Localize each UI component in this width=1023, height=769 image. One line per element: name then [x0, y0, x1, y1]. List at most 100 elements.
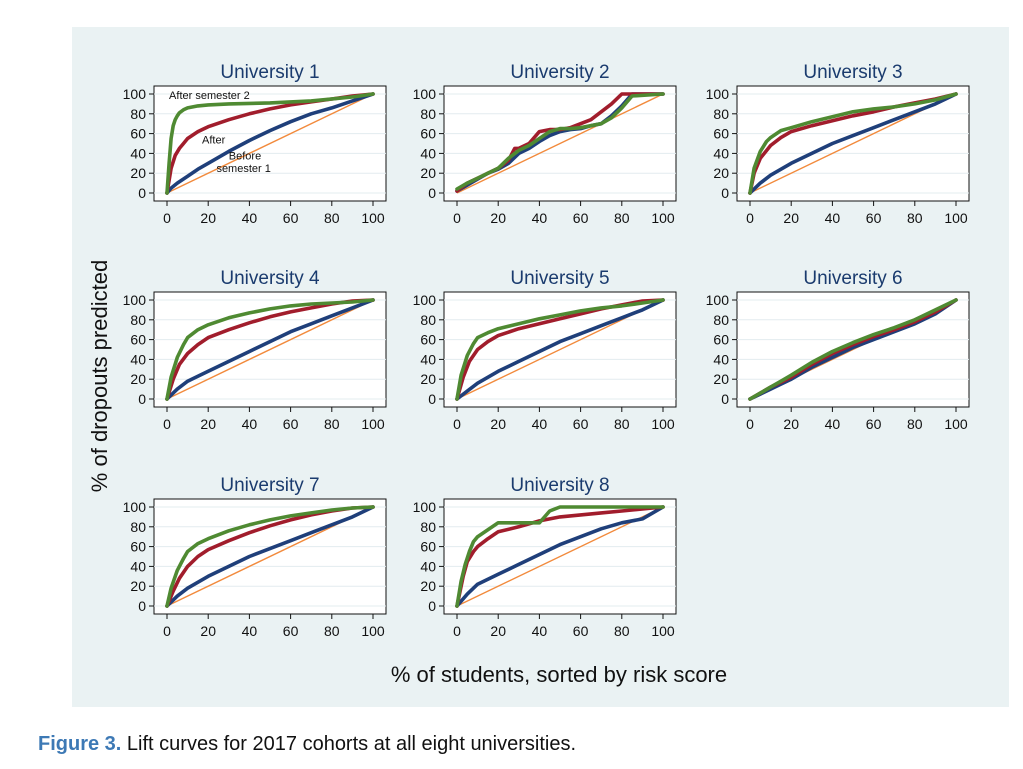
y-tick-label: 80 [713, 312, 729, 328]
x-tick-label: 60 [573, 623, 589, 639]
x-tick-label: 60 [866, 416, 882, 432]
y-tick-label: 60 [713, 126, 729, 142]
x-tick-label: 100 [361, 416, 385, 432]
x-tick-label: 100 [944, 210, 968, 226]
y-tick-label: 0 [428, 185, 436, 201]
y-tick-label: 80 [130, 106, 146, 122]
x-tick-label: 0 [163, 210, 171, 226]
x-tick-label: 20 [490, 416, 506, 432]
x-tick-label: 0 [746, 210, 754, 226]
panel-title: University 8 [510, 475, 609, 496]
x-tick-label: 20 [783, 210, 799, 226]
baseline-diagonal [456, 93, 664, 194]
y-tick-label: 60 [130, 539, 146, 555]
panel-university-7: University 7 0 20 40 60 80 100 0 20 40 60 80 100 [123, 475, 387, 639]
baseline-diagonal [456, 506, 664, 607]
series-before-semester-1 [165, 298, 375, 401]
series-before-semester-1 [165, 92, 375, 195]
y-tick-label: 80 [420, 519, 436, 535]
x-tick-label: 0 [453, 416, 461, 432]
annotation-after-semester-2: After semester 2 [169, 90, 250, 102]
y-tick-label: 80 [713, 106, 729, 122]
x-tick-label: 40 [825, 210, 841, 226]
panel-university-1: University 1 0 20 40 60 80 100 0 20 40 60 80 100 Afte… [123, 62, 387, 226]
y-tick-label: 0 [138, 391, 146, 407]
figure-panel: University 1 0 20 40 60 80 100 0 20 40 60 80 100 Afte… [72, 27, 1009, 707]
x-tick-label: 40 [825, 416, 841, 432]
x-tick-label: 40 [242, 623, 258, 639]
x-tick-label: 100 [944, 416, 968, 432]
y-tick-label: 80 [130, 312, 146, 328]
y-tick-label: 60 [420, 332, 436, 348]
panel-university-8: University 8 0 20 40 60 80 100 0 20 40 60 80 100 [413, 475, 677, 639]
panel-university-2: University 2 0 20 40 60 80 100 0 20 40 60 80 100 [413, 62, 677, 226]
panel-university-4: University 4 0 20 40 60 80 100 0 20 40 60 80 100 [123, 268, 387, 432]
x-tick-label: 0 [163, 623, 171, 639]
y-tick-label: 60 [130, 126, 146, 142]
plot-area [443, 85, 677, 202]
lift-curves-chart: University 1 0 20 40 60 80 100 0 20 40 60 80 100 Afte… [87, 62, 970, 687]
figure-caption-text: Lift curves for 2017 cohorts at all eigh… [126, 733, 577, 755]
x-tick-label: 40 [242, 210, 258, 226]
x-tick-label: 100 [361, 210, 385, 226]
series-before-semester-1 [455, 298, 665, 401]
x-tick-label: 80 [324, 416, 340, 432]
y-tick-label: 40 [130, 558, 146, 574]
x-tick-label: 60 [866, 210, 882, 226]
y-tick-label: 20 [713, 165, 729, 181]
y-tick-label: 20 [130, 371, 146, 387]
panel-title: University 1 [220, 62, 319, 83]
figure-caption: Figure 3. Lift curves for 2017 cohorts a… [38, 733, 576, 756]
y-tick-label: 40 [713, 351, 729, 367]
y-tick-label: 80 [420, 312, 436, 328]
x-tick-label: 80 [614, 416, 630, 432]
y-tick-label: 100 [706, 86, 730, 102]
y-tick-label: 100 [413, 499, 437, 515]
y-tick-label: 40 [420, 351, 436, 367]
y-tick-label: 100 [706, 292, 730, 308]
y-tick-label: 60 [420, 539, 436, 555]
y-tick-label: 40 [420, 145, 436, 161]
series-after-semester-1 [455, 505, 665, 608]
annotation-semester-1: semester 1 [216, 163, 270, 175]
x-tick-label: 60 [573, 416, 589, 432]
x-tick-label: 0 [746, 416, 754, 432]
y-tick-label: 20 [130, 165, 146, 181]
figure-label: Figure 3. [38, 733, 122, 755]
x-axis-label: % of students, sorted by risk score [391, 662, 727, 687]
x-tick-label: 100 [651, 416, 675, 432]
series-before-semester-1 [165, 505, 375, 608]
y-tick-label: 40 [130, 351, 146, 367]
y-tick-label: 0 [138, 598, 146, 614]
panel-university-5: University 5 0 20 40 60 80 100 0 20 40 60 80 100 [413, 268, 677, 432]
y-tick-label: 100 [413, 86, 437, 102]
x-tick-label: 80 [324, 623, 340, 639]
x-tick-label: 80 [907, 416, 923, 432]
x-tick-label: 0 [453, 210, 461, 226]
y-tick-label: 60 [130, 332, 146, 348]
y-tick-label: 40 [420, 558, 436, 574]
x-tick-label: 60 [573, 210, 589, 226]
x-tick-label: 20 [490, 623, 506, 639]
baseline-diagonal [166, 299, 374, 400]
x-tick-label: 80 [907, 210, 923, 226]
annotation-after: After [202, 135, 226, 147]
x-tick-label: 100 [361, 623, 385, 639]
x-tick-label: 60 [283, 416, 299, 432]
series-after-semester-2 [455, 505, 665, 608]
annotation-before: Before [229, 150, 261, 162]
x-tick-label: 80 [614, 210, 630, 226]
panel-university-6: University 6 0 20 40 60 80 100 0 20 40 60 80 100 [706, 268, 970, 432]
y-tick-label: 20 [420, 165, 436, 181]
series-after-semester-2 [165, 505, 375, 608]
y-tick-label: 20 [713, 371, 729, 387]
series-before-semester-1 [455, 505, 665, 608]
x-tick-label: 20 [783, 416, 799, 432]
y-axis-label: % of dropouts predicted [87, 260, 112, 492]
y-tick-label: 0 [428, 598, 436, 614]
x-tick-label: 60 [283, 210, 299, 226]
y-tick-label: 0 [138, 185, 146, 201]
baseline-diagonal [166, 93, 374, 194]
x-tick-label: 60 [283, 623, 299, 639]
y-tick-label: 20 [420, 578, 436, 594]
